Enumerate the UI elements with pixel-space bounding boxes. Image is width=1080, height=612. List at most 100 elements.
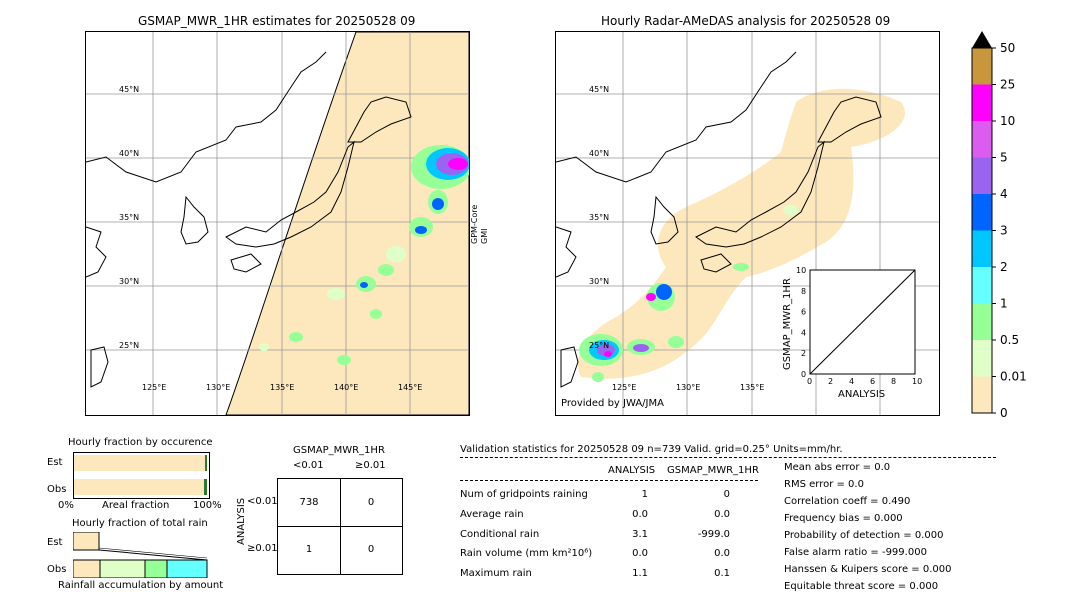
contingency-row-1: <0.01 [247, 496, 278, 507]
colorbar-label: 5 [1000, 151, 1008, 165]
right-lon-125: 125°E [612, 383, 636, 392]
right-lat-45: 45°N [589, 85, 609, 94]
left-lon-140: 140°E [334, 383, 358, 392]
contingency-row-2: ≥0.01 [247, 543, 278, 554]
validation-col-analysis: ANALYSIS [608, 465, 656, 476]
score-line: Frequency bias = 0.000 [784, 513, 903, 524]
left-coastlines [86, 51, 412, 388]
left-lat-30: 30°N [119, 277, 139, 286]
inset-ytick: 8 [801, 287, 806, 296]
colorbar-extend-arrow [972, 31, 992, 48]
colorbar-label: 1 [1000, 297, 1008, 311]
colorbar: 50 25 10 5 4 3 2 1 0.5 0.01 0 [968, 30, 1028, 420]
stat-analysis: 1 [641, 489, 648, 500]
inset-ytick: 0 [801, 370, 806, 379]
occurrence-row-est: Est [47, 457, 63, 468]
colorbar-label: 0.5 [1000, 333, 1019, 347]
colorbar-label: 50 [1000, 41, 1015, 55]
left-lon-145: 145°E [398, 383, 422, 392]
inset-xtick: 2 [828, 377, 833, 386]
contingency-grid: 738 0 1 0 [277, 478, 403, 575]
inset-xtick: 4 [849, 377, 854, 386]
inset-xtick: 10 [912, 377, 922, 386]
inset-xtick: 8 [891, 377, 896, 386]
validation-divider-2 [460, 480, 758, 481]
left-map: 45°N 40°N 35°N 30°N 25°N 125°E 130°E 135… [85, 31, 470, 416]
stat-label: Average rain [460, 509, 524, 520]
right-lon-130: 130°E [676, 383, 700, 392]
stat-label: Rain volume (mm km²10⁶) [460, 548, 593, 559]
contingency-cell: 1 [305, 544, 313, 555]
stat-analysis: 0.0 [632, 548, 648, 559]
left-lon-125: 125°E [142, 383, 166, 392]
left-lat-40: 40°N [119, 149, 139, 158]
right-gridlines [556, 32, 939, 415]
right-lat-35: 35°N [589, 213, 609, 222]
stat-gsmap: 0.1 [714, 568, 730, 579]
identity-line [809, 269, 916, 375]
colorbar-segment [972, 230, 992, 267]
contingency-row-axis: ANALYSIS [236, 497, 247, 545]
total-rain-title: Hourly fraction of total rain [72, 518, 208, 529]
total-rain-plot [72, 531, 208, 579]
colorbar-segment [972, 267, 992, 304]
right-map-title: Hourly Radar-AMeDAS analysis for 2025052… [601, 14, 891, 28]
contingency-col-2: ≥0.01 [355, 460, 386, 471]
occurrence-axis-right: 100% [193, 500, 222, 511]
stat-gsmap: 0.0 [714, 509, 730, 520]
colorbar-segment [972, 84, 992, 121]
stat-analysis: 0.0 [632, 509, 648, 520]
left-lon-130: 130°E [206, 383, 230, 392]
left-lat-25: 25°N [119, 341, 139, 350]
validation-divider [460, 457, 996, 458]
right-lat-40: 40°N [589, 149, 609, 158]
stat-gsmap: -999.0 [697, 529, 730, 540]
left-gridlines [86, 32, 469, 415]
colorbar-segment [972, 121, 992, 158]
occurrence-title: Hourly fraction by occurence [68, 437, 213, 448]
satellite-swath [225, 32, 469, 415]
colorbar-label: 3 [1000, 224, 1008, 238]
inset-ylabel: GSMAP_MWR_1HR [782, 278, 793, 370]
score-line: Mean abs error = 0.0 [784, 462, 891, 473]
colorbar-label: 10 [1000, 114, 1015, 128]
occurrence-bar-obs [74, 479, 207, 495]
inset-xtick: 6 [870, 377, 875, 386]
occurrence-plot [73, 452, 210, 499]
contingency-cell: 0 [367, 497, 375, 508]
colorbar-label: 0.01 [1000, 370, 1027, 384]
total-rain-row-obs: Obs [47, 564, 67, 575]
colorbar-segment [972, 376, 992, 413]
occurrence-axis-mid: Areal fraction [102, 500, 170, 511]
inset-ytick: 6 [801, 308, 806, 317]
right-coastlines [556, 51, 882, 388]
validation-col-gsmap: GSMAP_MWR_1HR [667, 465, 759, 476]
colorbar-label: 2 [1000, 260, 1008, 274]
left-lon-135: 135°E [270, 383, 294, 392]
colorbar-segment [972, 340, 992, 377]
stat-label: Maximum rain [460, 568, 532, 579]
stat-gsmap: 0 [723, 489, 730, 500]
score-line: Hanssen & Kuipers score = 0.000 [784, 564, 952, 575]
contingency-col-1: <0.01 [293, 460, 324, 471]
left-map-title: GSMAP_MWR_1HR estimates for 20250528 09 [138, 14, 416, 28]
inset-xtick: 0 [807, 377, 812, 386]
colorbar-segment [972, 48, 992, 85]
right-rain-blobs [579, 205, 799, 382]
left-lat-45: 45°N [119, 85, 139, 94]
stat-label: Conditional rain [460, 529, 540, 540]
colorbar-segment [972, 157, 992, 194]
colorbar-label: 25 [1000, 78, 1015, 92]
total-rain-footer: Rainfall accumulation by amount [58, 580, 224, 591]
score-line: False alarm ratio = -999.000 [784, 547, 927, 558]
left-lat-35: 35°N [119, 213, 139, 222]
validation-header: Validation statistics for 20250528 09 n=… [460, 444, 843, 455]
occurrence-bar-est [74, 455, 207, 471]
score-line: Probability of detection = 0.000 [784, 530, 944, 541]
stat-label: Num of gridpoints raining [460, 489, 588, 500]
left-rain-blobs [259, 145, 469, 365]
inset-ytick: 2 [801, 349, 806, 358]
inset-xlabel: ANALYSIS [838, 389, 886, 400]
occurrence-row-obs: Obs [47, 484, 67, 495]
occurrence-axis-left: 0% [58, 500, 74, 511]
